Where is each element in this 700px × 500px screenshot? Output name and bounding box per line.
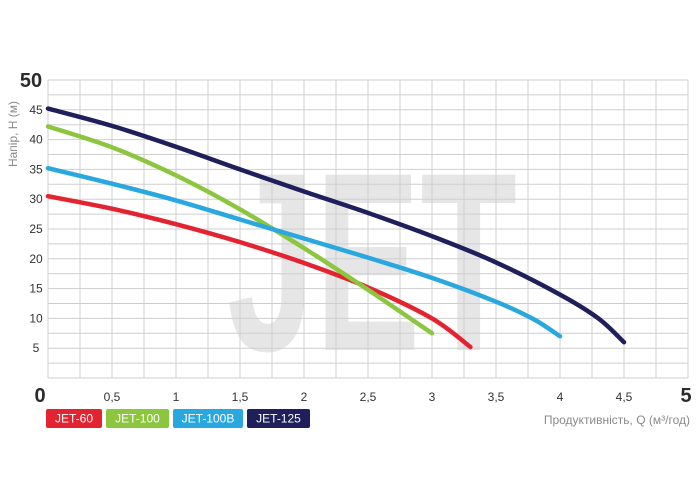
- series-line-jet-100: [45, 124, 435, 336]
- y-tick-label: 50: [20, 70, 42, 92]
- y-axis-ticks: 5 10 15 20 25 30 35 40 45 50: [20, 70, 43, 355]
- series-line-jet-125: [45, 106, 627, 345]
- x-tick-label: 2: [301, 390, 308, 404]
- y-tick-label: 40: [29, 133, 43, 147]
- x-axis-title: Продуктивність, Q (м³/год): [544, 413, 690, 427]
- legend-swatch: [46, 409, 102, 428]
- legend-item-jet-100b: JET-100B: [173, 409, 243, 428]
- plot-grid: [47, 79, 689, 379]
- legend-label: JET-100B: [182, 412, 235, 426]
- series-curves: [45, 106, 627, 350]
- x-tick-label: 3,5: [488, 390, 505, 404]
- y-tick-label: 5: [33, 341, 40, 355]
- legend-label: JET-100: [115, 412, 160, 426]
- legend-item-jet-60: JET-60: [46, 409, 102, 428]
- x-axis-ticks: 0 0,5 1 1,5 2 2,5 3 3,5 4 4,5 5: [34, 385, 691, 407]
- series-line-jet-100b: [45, 165, 563, 339]
- x-tick-label: 0: [34, 385, 45, 407]
- x-tick-label: 1,5: [232, 390, 249, 404]
- jet-watermark: JET: [227, 120, 517, 405]
- y-tick-label: 25: [29, 222, 43, 236]
- legend-label: JET-60: [55, 412, 93, 426]
- x-tick-label: 5: [680, 385, 691, 407]
- y-tick-label: 30: [29, 192, 43, 206]
- x-tick-label: 3: [429, 390, 436, 404]
- legend: JET-60 JET-100 JET-100B JET-125: [46, 409, 310, 428]
- x-tick-label: 1: [173, 390, 180, 404]
- legend-swatch: [173, 409, 243, 428]
- y-tick-label: 35: [29, 162, 43, 176]
- y-tick-label: 10: [29, 311, 43, 325]
- y-tick-label: 45: [29, 103, 43, 117]
- y-tick-label: 15: [29, 282, 43, 296]
- x-tick-label: 4,5: [616, 390, 633, 404]
- legend-item-jet-125: JET-125: [247, 409, 310, 428]
- legend-swatch: [247, 409, 310, 428]
- legend-item-jet-100: JET-100: [106, 409, 169, 428]
- x-tick-label: 0,5: [104, 390, 121, 404]
- series-line-jet-60: [45, 193, 473, 350]
- y-axis-title: Напір, H (м): [6, 101, 20, 167]
- legend-swatch: [106, 409, 169, 428]
- legend-label: JET-125: [256, 412, 301, 426]
- y-tick-label: 20: [29, 252, 43, 266]
- x-tick-label: 4: [557, 390, 564, 404]
- x-tick-label: 2,5: [360, 390, 377, 404]
